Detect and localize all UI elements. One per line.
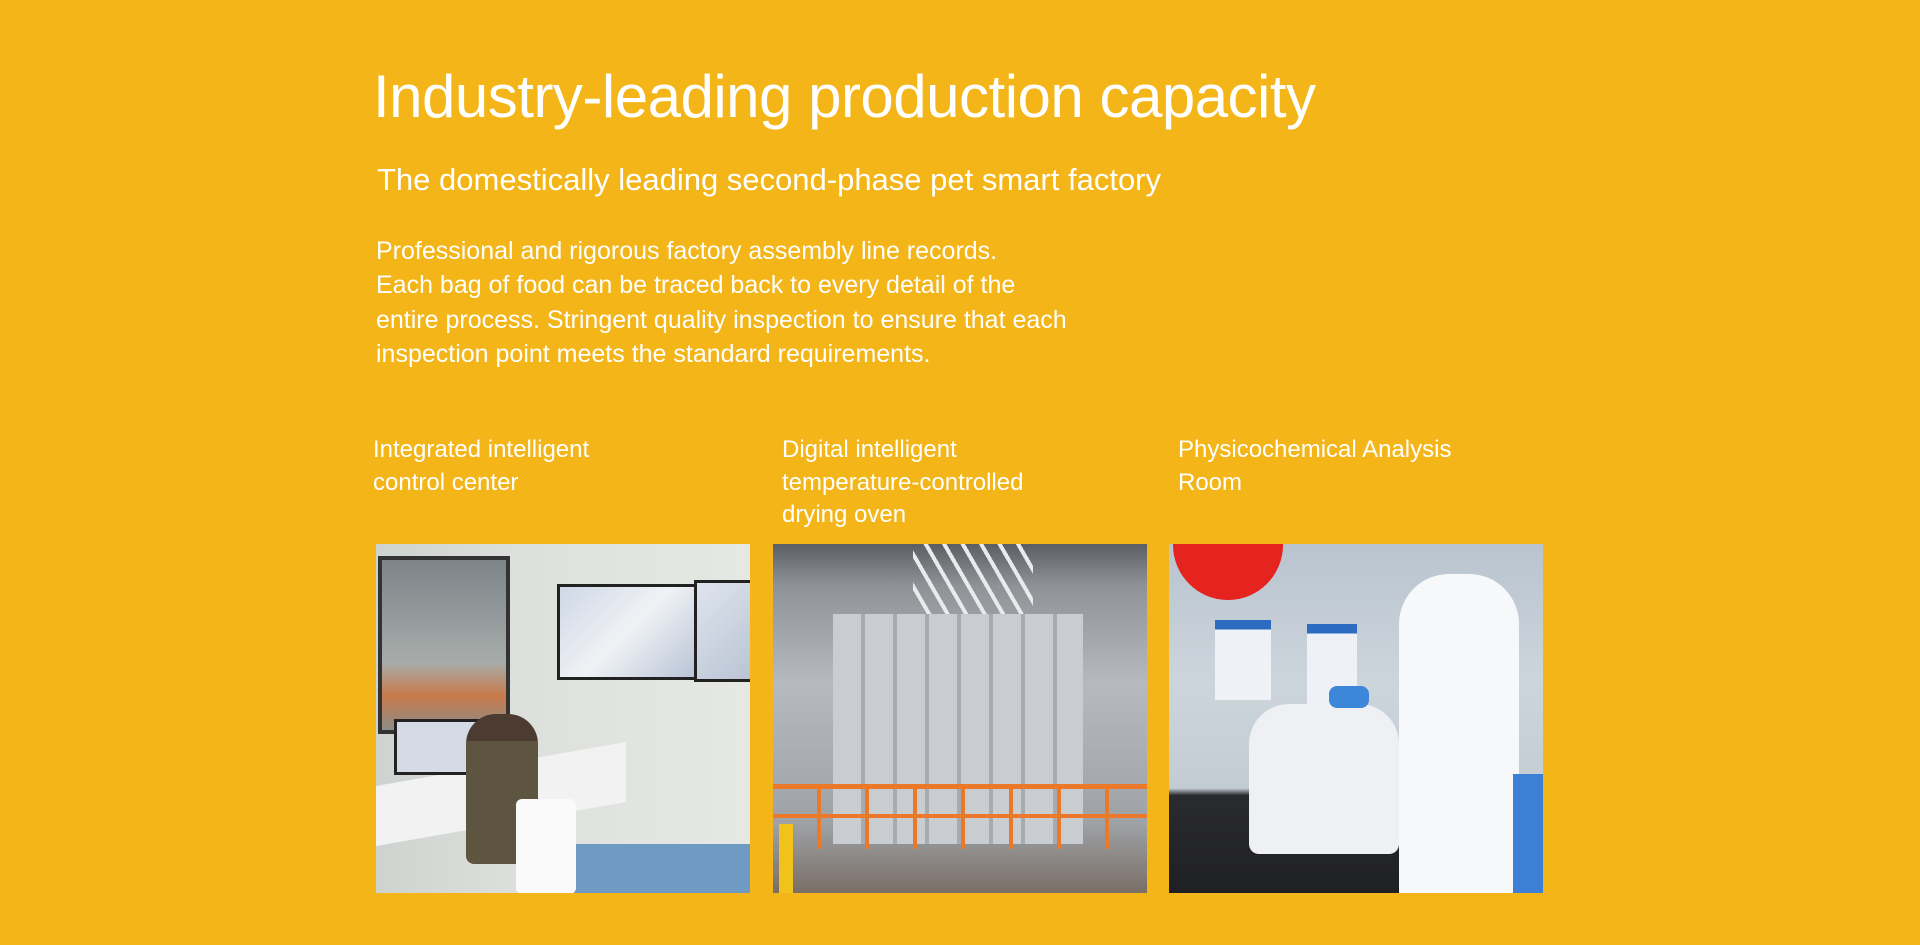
description-line: Each bag of food can be traced back to e…	[376, 271, 1016, 300]
monitor	[394, 719, 480, 775]
description-line: Professional and rigorous factory assemb…	[376, 237, 998, 265]
control-center-photo	[376, 544, 750, 893]
railing	[773, 814, 1147, 818]
technician	[1399, 574, 1519, 893]
feature-label-control-center: Integrated intelligent control center	[373, 434, 589, 499]
technician	[1249, 704, 1399, 854]
label-line: Digital intelligent	[782, 436, 957, 463]
label-line: temperature-controlled	[782, 468, 1024, 496]
analysis-room-photo	[1169, 544, 1543, 893]
chair	[516, 799, 576, 893]
drying-oven-photo	[773, 544, 1147, 893]
lamp	[1173, 544, 1283, 600]
feature-label-drying-oven: Digital intelligent temperature-controll…	[782, 434, 1023, 532]
wall-screen	[557, 584, 697, 680]
label-line: drying oven	[782, 501, 907, 528]
label-line: control center	[373, 468, 519, 496]
description: Professional and rigorous factory assemb…	[376, 234, 1067, 371]
label-line: Integrated intelligent	[373, 436, 590, 463]
feature-label-analysis-room: Physicochemical Analysis Room	[1178, 434, 1451, 499]
cabinet	[1513, 774, 1543, 893]
wall-screen	[694, 580, 750, 682]
page-subtitle: The domestically leading second-phase pe…	[377, 162, 1162, 197]
description-line: entire process. Stringent quality inspec…	[376, 305, 1067, 334]
label-line: Room	[1178, 468, 1243, 496]
description-line: inspection point meets the standard requ…	[376, 339, 931, 368]
window	[378, 556, 510, 734]
poster	[1215, 620, 1271, 700]
steel-frame	[913, 544, 1033, 614]
label-line: Physicochemical Analysis	[1178, 436, 1452, 463]
page-title: Industry-leading production capacity	[373, 63, 1316, 130]
glove	[1329, 686, 1369, 708]
pipe	[779, 824, 793, 893]
